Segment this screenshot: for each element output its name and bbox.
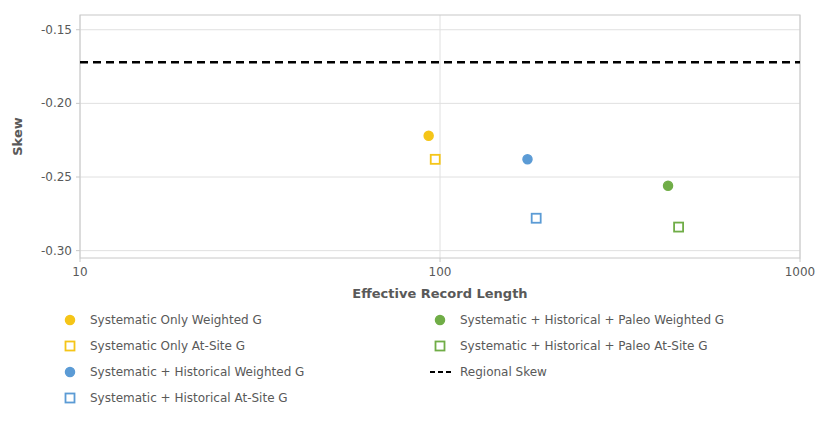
x-tick bbox=[80, 258, 81, 262]
x-grid-line bbox=[440, 15, 441, 258]
legend-label: Systematic + Historical Weighted G bbox=[90, 365, 304, 379]
legend-swatch bbox=[66, 342, 75, 351]
y-tick-label: -0.25 bbox=[41, 170, 72, 184]
point bbox=[424, 131, 433, 140]
reference-line bbox=[80, 61, 800, 64]
y-tick bbox=[76, 103, 80, 104]
legend-swatch bbox=[436, 342, 445, 351]
legend-swatch bbox=[66, 394, 75, 403]
x-tick-label: 10 bbox=[72, 265, 87, 279]
legend-label: Systematic + Historical + Paleo At-Site … bbox=[460, 339, 707, 353]
y-tick bbox=[76, 177, 80, 178]
y-grid-line bbox=[80, 29, 800, 30]
point bbox=[664, 181, 673, 190]
x-tick bbox=[800, 258, 801, 262]
legend-label: Systematic Only Weighted G bbox=[90, 313, 262, 327]
x-tick-label: 100 bbox=[429, 265, 452, 279]
y-axis-label: Skew bbox=[10, 117, 25, 156]
legend-label: Systematic + Historical + Paleo Weighted… bbox=[460, 313, 724, 327]
legend-swatch bbox=[436, 316, 445, 325]
axes: 10 100 1000 -0.15 -0.20 -0.25 -0.30 bbox=[41, 23, 815, 279]
y-tick-label: -0.30 bbox=[41, 244, 72, 258]
legend-swatch bbox=[430, 371, 452, 373]
chart: 10 100 1000 -0.15 -0.20 -0.25 -0.30 Effective R… bbox=[0, 0, 819, 448]
x-tick-label: 1000 bbox=[785, 265, 816, 279]
grid bbox=[80, 15, 800, 258]
x-tick bbox=[440, 258, 441, 262]
y-tick-label: -0.20 bbox=[41, 96, 72, 110]
y-grid-line bbox=[80, 250, 800, 251]
marks bbox=[80, 62, 800, 231]
point bbox=[523, 155, 532, 164]
y-grid-line bbox=[80, 177, 800, 178]
y-tick bbox=[76, 250, 80, 251]
legend-label: Systematic + Historical At-Site G bbox=[90, 391, 288, 405]
y-tick bbox=[76, 29, 80, 30]
y-grid-line bbox=[80, 103, 800, 104]
point bbox=[431, 155, 440, 164]
plot-frame bbox=[80, 15, 800, 258]
y-tick-label: -0.15 bbox=[41, 23, 72, 37]
legend-label: Regional Skew bbox=[460, 365, 547, 379]
x-axis-label: Effective Record Length bbox=[352, 286, 527, 301]
background bbox=[0, 0, 819, 448]
legend: Systematic Only Weighted G Systematic Onl… bbox=[66, 313, 725, 405]
point bbox=[532, 214, 541, 223]
legend-swatch bbox=[66, 316, 75, 325]
legend-swatch bbox=[66, 368, 75, 377]
legend-label: Systematic Only At-Site G bbox=[90, 339, 245, 353]
point bbox=[674, 223, 683, 232]
